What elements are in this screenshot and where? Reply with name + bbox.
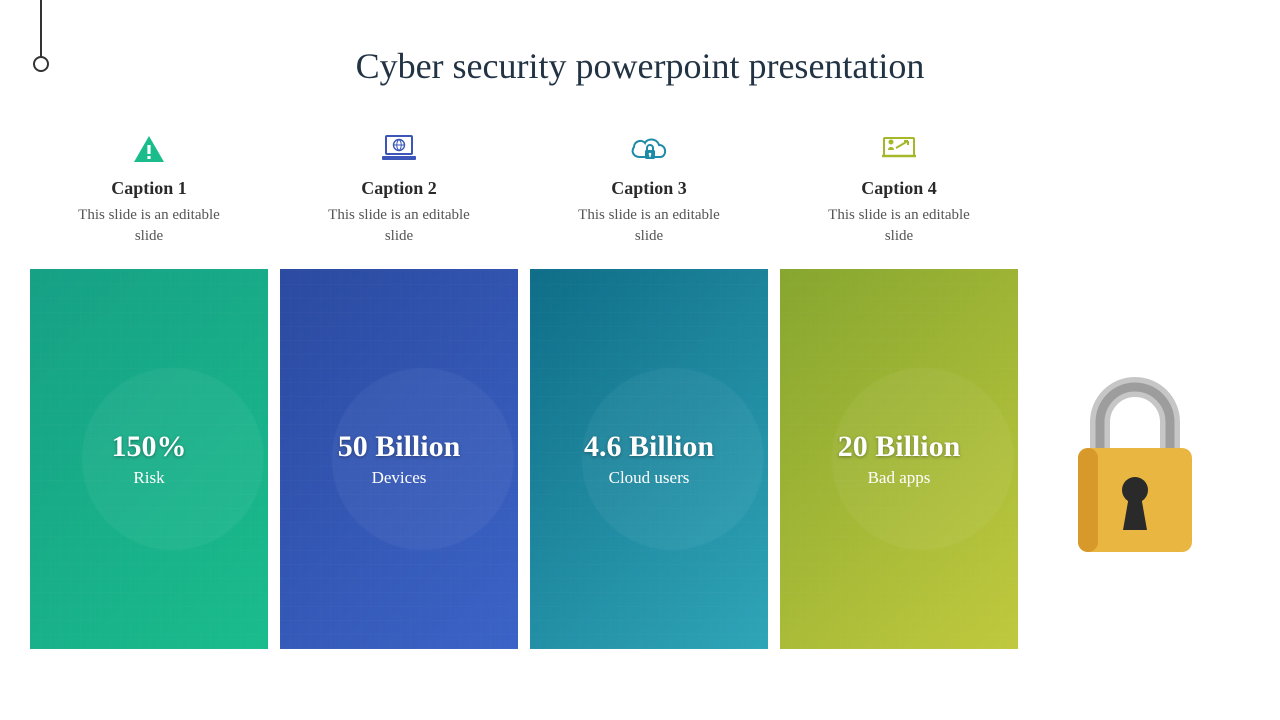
- stat-value-1: 150%: [112, 430, 187, 464]
- column-3: Caption 3 This slide is an editable slid…: [530, 130, 768, 649]
- stat-panel-2: 50 Billion Devices: [280, 269, 518, 649]
- presentation-icon: [878, 130, 920, 168]
- stat-value-3: 4.6 Billion: [584, 430, 714, 464]
- column-1: Caption 1 This slide is an editable slid…: [30, 130, 268, 649]
- stat-panel-4: 20 Billion Bad apps: [780, 269, 1018, 649]
- stat-label-2: Devices: [372, 468, 427, 488]
- column-2: Caption 2 This slide is an editable slid…: [280, 130, 518, 649]
- laptop-globe-icon: [378, 130, 420, 168]
- caption-4: Caption 4: [861, 178, 937, 199]
- slide-title: Cyber security powerpoint presentation: [0, 45, 1280, 87]
- cloud-lock-icon: [627, 130, 671, 168]
- info-columns: Caption 1 This slide is an editable slid…: [30, 130, 1018, 649]
- desc-4: This slide is an editable slide: [819, 205, 979, 247]
- stat-value-4: 20 Billion: [838, 430, 961, 464]
- caption-1: Caption 1: [111, 178, 187, 199]
- stat-value-2: 50 Billion: [338, 430, 461, 464]
- caption-2: Caption 2: [361, 178, 437, 199]
- desc-1: This slide is an editable slide: [69, 205, 229, 247]
- stat-label-1: Risk: [133, 468, 164, 488]
- warning-triangle-icon: [132, 130, 166, 168]
- stat-label-3: Cloud users: [609, 468, 690, 488]
- lock-icon: [1060, 370, 1210, 570]
- column-4: Caption 4 This slide is an editable slid…: [780, 130, 1018, 649]
- caption-3: Caption 3: [611, 178, 687, 199]
- stat-panel-3: 4.6 Billion Cloud users: [530, 269, 768, 649]
- desc-3: This slide is an editable slide: [569, 205, 729, 247]
- stat-label-4: Bad apps: [868, 468, 931, 488]
- desc-2: This slide is an editable slide: [319, 205, 479, 247]
- stat-panel-1: 150% Risk: [30, 269, 268, 649]
